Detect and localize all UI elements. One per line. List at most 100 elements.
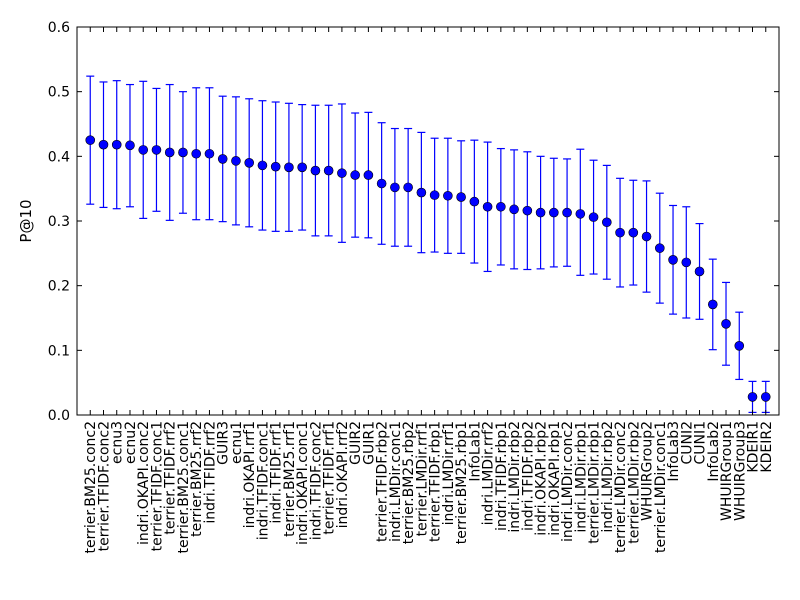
x-tick-label: indri.OKAPI.conc1 (295, 421, 311, 545)
data-point (178, 147, 188, 158)
y-axis-label: P@10 (17, 199, 35, 242)
x-tick-label: indri.LMDir.rrf2 (481, 421, 497, 525)
data-point (363, 170, 374, 180)
y-tick-label: 0.2 (48, 279, 70, 295)
x-tick-label: terrier.BM25.conc1 (176, 421, 192, 553)
data-point (323, 165, 334, 176)
x-tick-label: InfoLab3 (666, 421, 682, 482)
x-tick-label: indri.LMDir.conc1 (388, 421, 404, 542)
x-tick-label: WHUIRGroup1 (719, 421, 735, 521)
data-point (668, 254, 678, 265)
x-tick-label: indri.TFIDF.conc2 (308, 421, 324, 540)
data-point (297, 162, 307, 173)
data-point (390, 182, 400, 193)
x-tick-label: terrier.BM25.rbp2 (401, 421, 417, 544)
x-tick-label: terrier.LMDir.rbp1 (587, 421, 603, 544)
data-point (125, 140, 135, 151)
x-tick-label: indri.TFIDF.rbp1 (494, 421, 510, 531)
data-point (562, 207, 572, 218)
data-point (760, 392, 771, 402)
data-point (615, 227, 625, 238)
y-axis-ticks: 0.0 0.1 0.2 0.3 0.4 0.5 0.6 (48, 20, 779, 424)
x-tick-label: terrier.BM25.rrf2 (189, 421, 205, 537)
x-tick-label: terrier.BM25.rbp1 (454, 421, 470, 544)
x-tick-label: indri.OKAPI.rbp1 (547, 421, 563, 536)
x-tick-label: GUIR1 (361, 421, 377, 465)
x-tick-label: CUNI2 (679, 421, 695, 465)
x-tick-label: indri.OKAPI.rrf2 (335, 421, 351, 528)
y-tick-label: 0.3 (48, 214, 70, 230)
y-tick-label: 0.5 (48, 85, 70, 101)
data-point (522, 205, 533, 216)
x-tick-label: indri.TFIDF.conc1 (255, 421, 271, 540)
data-point (469, 196, 480, 207)
data-point (549, 207, 559, 218)
x-tick-label: KDEIR1 (746, 421, 762, 473)
data-point (416, 187, 427, 198)
data-point (535, 207, 546, 218)
data-point (628, 227, 639, 238)
x-tick-label: indri.LMDir.rbp2 (600, 421, 616, 533)
data-point (350, 170, 360, 180)
data-point (509, 204, 519, 215)
x-tick-label: terrier.TFIDF.rbp2 (375, 421, 391, 542)
x-tick-label: terrier.TFIDF.conc2 (96, 421, 112, 551)
data-point (138, 145, 149, 155)
x-axis-ticks: terrier.BM25.conc2terrier.TFIDF.conc2ecn… (83, 27, 775, 553)
x-tick-label: indri.TFIDF.rbp2 (520, 421, 536, 531)
data-point (98, 139, 109, 150)
x-tick-label: terrier.LMDir.conc2 (613, 421, 629, 553)
x-tick-label: indri.OKAPI.rbp2 (534, 421, 550, 536)
data-point (734, 341, 745, 351)
data-point (575, 209, 586, 219)
x-tick-label: indri.TFIDF.rrf2 (202, 421, 218, 524)
x-tick-label: GUIR2 (348, 421, 364, 465)
data-point (376, 178, 387, 189)
data-point (654, 243, 665, 253)
x-tick-label: InfoLab2 (706, 421, 722, 482)
y-tick-label: 0.4 (48, 149, 70, 165)
data-point (707, 299, 718, 310)
data-point (151, 145, 162, 155)
x-tick-label: WHUIRGroup3 (732, 421, 748, 521)
data-point (641, 231, 652, 242)
x-tick-label: indri.OKAPI.conc2 (136, 421, 152, 545)
x-tick-label: indri.LMDir.conc2 (560, 421, 576, 542)
x-tick-label: GUIR3 (216, 421, 232, 465)
y-tick-label: 0.6 (48, 20, 70, 36)
x-tick-label: terrier.BM25.rrf1 (282, 421, 298, 537)
x-tick-label: terrier.TFIDF.rrf2 (163, 421, 179, 535)
x-tick-label: indri.LMDir.rrf1 (441, 421, 457, 525)
x-tick-label: ecnu3 (110, 421, 126, 464)
x-tick-label: terrier.TFIDF.conc1 (149, 421, 165, 551)
data-point (694, 266, 705, 277)
x-tick-label: terrier.BM25.conc2 (83, 421, 99, 553)
y-tick-label: 0.0 (48, 408, 70, 424)
data-point (310, 165, 321, 176)
data-point (164, 147, 175, 158)
data-point (721, 319, 731, 329)
data-point (747, 392, 758, 402)
data-point (602, 217, 612, 228)
x-tick-label: CUNI1 (693, 421, 709, 465)
data-point (244, 158, 254, 168)
data-point (231, 156, 241, 166)
data-point (588, 212, 599, 222)
y-tick-label: 0.1 (48, 343, 70, 359)
x-tick-label: InfoLab1 (467, 421, 483, 482)
data-point (443, 190, 453, 201)
data-point (456, 192, 466, 202)
data-point (681, 257, 692, 268)
x-tick-label: ecnu2 (123, 421, 139, 464)
x-tick-label: KDEIR2 (759, 421, 775, 473)
x-tick-label: indri.LMDir.rbp1 (573, 421, 589, 533)
data-point (217, 154, 228, 164)
data-point (204, 148, 215, 159)
x-tick-label: indri.LMDir.rbp2 (507, 421, 523, 533)
data-point (111, 139, 122, 150)
data-point (257, 160, 268, 171)
x-tick-label: ecnu1 (229, 421, 245, 464)
data-point (429, 190, 440, 200)
